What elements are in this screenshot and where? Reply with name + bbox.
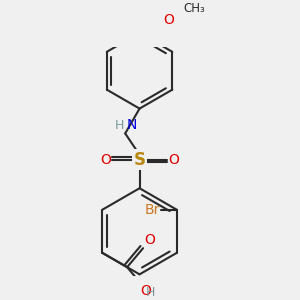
Text: H: H [115, 119, 124, 132]
Text: O: O [144, 233, 155, 247]
Text: CH₃: CH₃ [184, 2, 206, 15]
Text: H: H [146, 286, 155, 298]
Text: O: O [168, 152, 179, 167]
Text: O: O [164, 13, 174, 27]
Text: Br: Br [145, 203, 160, 217]
Text: O: O [140, 284, 151, 298]
Text: N: N [127, 118, 137, 132]
Text: S: S [134, 151, 146, 169]
Text: O: O [100, 152, 111, 167]
